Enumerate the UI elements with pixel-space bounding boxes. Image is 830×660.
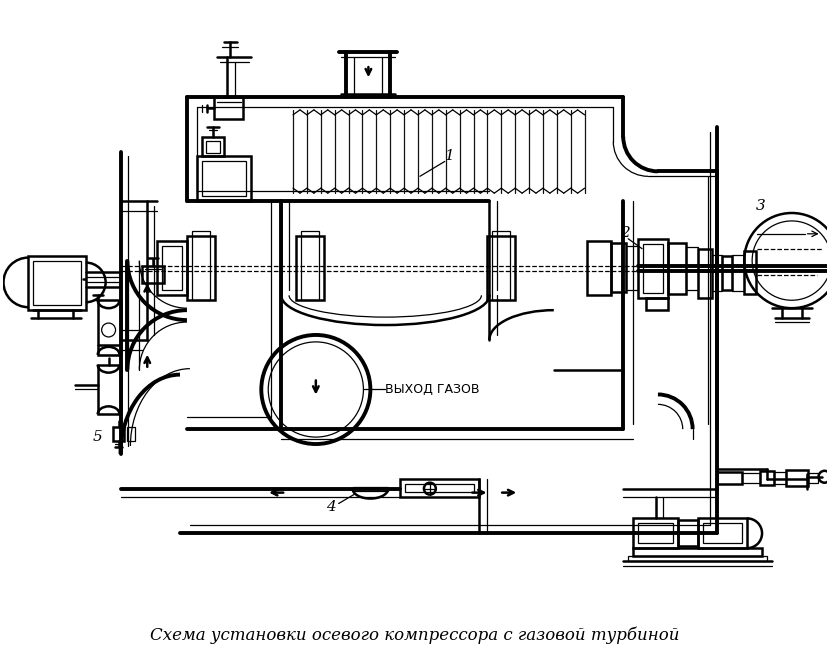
Bar xyxy=(162,246,182,290)
Bar xyxy=(296,236,324,300)
Bar xyxy=(197,156,251,201)
Bar xyxy=(400,478,480,496)
Bar xyxy=(192,231,210,300)
Bar xyxy=(638,239,668,298)
Bar xyxy=(487,236,515,300)
Bar xyxy=(742,473,760,482)
Bar xyxy=(142,265,164,283)
Bar xyxy=(33,261,81,305)
Bar xyxy=(157,241,187,295)
Bar xyxy=(686,247,697,290)
Bar xyxy=(28,255,85,310)
Text: Схема установки осевого компрессора с газовой турбиной: Схема установки осевого компрессора с га… xyxy=(150,626,680,644)
Bar xyxy=(697,518,747,548)
Bar xyxy=(628,556,767,561)
Bar xyxy=(128,427,135,441)
Bar xyxy=(702,523,742,543)
Text: 1: 1 xyxy=(445,149,455,164)
Bar xyxy=(202,137,223,156)
Bar xyxy=(722,255,732,290)
Bar xyxy=(697,249,712,298)
Bar xyxy=(712,255,722,291)
Bar xyxy=(717,472,742,484)
Bar xyxy=(678,520,697,546)
Bar xyxy=(626,246,638,290)
Bar xyxy=(786,470,808,486)
Text: ВЫХОД ГАЗОВ: ВЫХОД ГАЗОВ xyxy=(385,383,480,396)
Bar xyxy=(98,300,120,355)
Bar xyxy=(113,427,124,441)
Bar xyxy=(353,486,388,490)
Bar xyxy=(587,241,612,295)
Bar xyxy=(668,243,686,294)
Bar xyxy=(774,472,786,484)
Text: 4: 4 xyxy=(326,500,335,513)
Bar xyxy=(732,255,745,291)
Bar xyxy=(633,548,762,556)
Bar xyxy=(638,523,673,543)
Bar xyxy=(612,243,626,292)
Bar xyxy=(405,484,475,492)
Bar xyxy=(643,244,663,293)
Bar xyxy=(760,471,774,484)
Bar xyxy=(206,141,220,152)
Bar xyxy=(301,231,319,300)
Bar xyxy=(202,162,247,196)
Text: 5: 5 xyxy=(93,430,103,444)
Text: 2: 2 xyxy=(620,226,630,240)
Bar xyxy=(98,365,120,414)
Bar xyxy=(492,231,510,300)
Bar xyxy=(745,251,756,294)
Bar xyxy=(808,473,818,482)
Bar xyxy=(187,236,215,300)
Text: 3: 3 xyxy=(756,199,766,213)
Bar xyxy=(646,298,668,310)
Bar xyxy=(633,518,678,548)
Bar xyxy=(213,97,243,119)
